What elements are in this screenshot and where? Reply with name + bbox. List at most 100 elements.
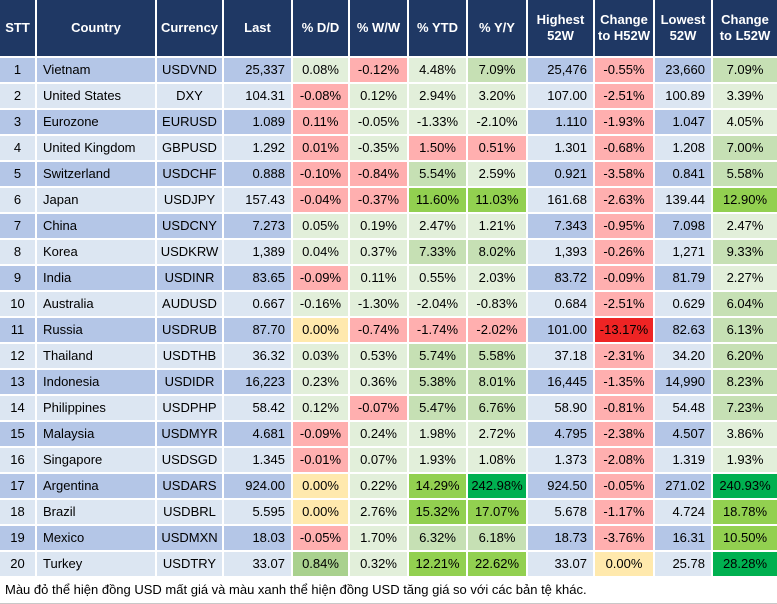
cell-yy: 8.01% bbox=[468, 370, 526, 394]
cell-last: 157.43 bbox=[224, 188, 291, 212]
cell-ww: 1.70% bbox=[350, 526, 407, 550]
cell-ytd: 6.32% bbox=[409, 526, 466, 550]
cell-chg_l: 1.93% bbox=[713, 448, 777, 472]
cell-ytd: 5.54% bbox=[409, 162, 466, 186]
cell-chg_h: 0.00% bbox=[595, 552, 653, 576]
fx-table-container: STT Country Currency Last% D/D% W/W% YTD% Y… bbox=[0, 0, 777, 576]
cell-h52: 1.373 bbox=[528, 448, 593, 472]
cell-stt: 5 bbox=[0, 162, 35, 186]
header-chg_h: Change to H52W bbox=[595, 0, 653, 56]
cell-ww: 0.24% bbox=[350, 422, 407, 446]
cell-chg_l: 240.93% bbox=[713, 474, 777, 498]
cell-dd: -0.01% bbox=[293, 448, 348, 472]
cell-h52: 18.73 bbox=[528, 526, 593, 550]
cell-ww: -1.30% bbox=[350, 292, 407, 316]
cell-ytd: 11.60% bbox=[409, 188, 466, 212]
cell-yy: 22.62% bbox=[468, 552, 526, 576]
cell-chg_h: -1.17% bbox=[595, 500, 653, 524]
cell-ytd: 12.21% bbox=[409, 552, 466, 576]
cell-chg_l: 8.23% bbox=[713, 370, 777, 394]
cell-yy: 3.20% bbox=[468, 84, 526, 108]
cell-ww: 0.53% bbox=[350, 344, 407, 368]
cell-ww: 0.32% bbox=[350, 552, 407, 576]
table-row: 15 Malaysia USDMYR 4.681 -0.09% 0.24% 1.98% 2.7… bbox=[0, 422, 777, 446]
cell-ytd: 5.47% bbox=[409, 396, 466, 420]
cell-yy: 8.02% bbox=[468, 240, 526, 264]
table-row: 5 Switzerland USDCHF 0.888 -0.10% -0.84% 5.54%… bbox=[0, 162, 777, 186]
cell-stt: 3 bbox=[0, 110, 35, 134]
table-row: 3 Eurozone EURUSD 1.089 0.11% -0.05% -1.33% -2.… bbox=[0, 110, 777, 134]
cell-chg_h: -0.05% bbox=[595, 474, 653, 498]
cell-yy: 17.07% bbox=[468, 500, 526, 524]
cell-yy: 6.76% bbox=[468, 396, 526, 420]
cell-h52: 5.678 bbox=[528, 500, 593, 524]
cell-h52: 0.921 bbox=[528, 162, 593, 186]
cell-last: 7.273 bbox=[224, 214, 291, 238]
cell-stt: 8 bbox=[0, 240, 35, 264]
cell-l52: 81.79 bbox=[655, 266, 711, 290]
cell-currency: USDARS bbox=[157, 474, 222, 498]
cell-currency: USDTRY bbox=[157, 552, 222, 576]
table-row: 6 Japan USDJPY 157.43 -0.04% -0.37% 11.60% 11.0… bbox=[0, 188, 777, 212]
cell-dd: 0.05% bbox=[293, 214, 348, 238]
cell-dd: 0.08% bbox=[293, 58, 348, 82]
table-row: 2 United States DXY 104.31 -0.08% 0.12% 2.94% 3… bbox=[0, 84, 777, 108]
cell-country: Australia bbox=[37, 292, 155, 316]
cell-chg_h: -2.38% bbox=[595, 422, 653, 446]
cell-ww: 0.22% bbox=[350, 474, 407, 498]
cell-ww: 0.36% bbox=[350, 370, 407, 394]
cell-h52: 0.684 bbox=[528, 292, 593, 316]
cell-chg_l: 2.27% bbox=[713, 266, 777, 290]
cell-ww: -0.37% bbox=[350, 188, 407, 212]
cell-yy: 2.72% bbox=[468, 422, 526, 446]
table-row: 10 Australia AUDUSD 0.667 -0.16% -1.30% -2.04%… bbox=[0, 292, 777, 316]
cell-ytd: 2.94% bbox=[409, 84, 466, 108]
header-stt: STT bbox=[0, 0, 35, 56]
header-dd: % D/D bbox=[293, 0, 348, 56]
cell-h52: 924.50 bbox=[528, 474, 593, 498]
cell-ww: 0.19% bbox=[350, 214, 407, 238]
cell-chg_h: -13.17% bbox=[595, 318, 653, 342]
cell-last: 0.888 bbox=[224, 162, 291, 186]
cell-l52: 1.208 bbox=[655, 136, 711, 160]
cell-country: Thailand bbox=[37, 344, 155, 368]
cell-last: 83.65 bbox=[224, 266, 291, 290]
table-row: 20 Turkey USDTRY 33.07 0.84% 0.32% 12.21% 22.62… bbox=[0, 552, 777, 576]
cell-last: 36.32 bbox=[224, 344, 291, 368]
cell-currency: USDCNY bbox=[157, 214, 222, 238]
cell-country: Indonesia bbox=[37, 370, 155, 394]
cell-yy: 7.09% bbox=[468, 58, 526, 82]
cell-ww: 0.12% bbox=[350, 84, 407, 108]
header-l52: Lowest 52W bbox=[655, 0, 711, 56]
table-row: 1 Vietnam USDVND 25,337 0.08% -0.12% 4.48% 7.09… bbox=[0, 58, 777, 82]
cell-l52: 54.48 bbox=[655, 396, 711, 420]
cell-chg_h: -0.68% bbox=[595, 136, 653, 160]
header-country: Country bbox=[37, 0, 155, 56]
cell-currency: USDCHF bbox=[157, 162, 222, 186]
cell-ww: -0.05% bbox=[350, 110, 407, 134]
cell-country: Eurozone bbox=[37, 110, 155, 134]
cell-yy: 1.21% bbox=[468, 214, 526, 238]
footnote: Màu đỏ thể hiện đồng USD mất giá và màu … bbox=[0, 576, 777, 604]
cell-chg_l: 2.47% bbox=[713, 214, 777, 238]
cell-last: 5.595 bbox=[224, 500, 291, 524]
cell-h52: 1,393 bbox=[528, 240, 593, 264]
cell-chg_l: 18.78% bbox=[713, 500, 777, 524]
cell-chg_l: 28.28% bbox=[713, 552, 777, 576]
cell-stt: 19 bbox=[0, 526, 35, 550]
table-row: 19 Mexico USDMXN 18.03 -0.05% 1.70% 6.32% 6.18%… bbox=[0, 526, 777, 550]
cell-country: United States bbox=[37, 84, 155, 108]
cell-last: 33.07 bbox=[224, 552, 291, 576]
cell-ytd: 5.74% bbox=[409, 344, 466, 368]
cell-country: Switzerland bbox=[37, 162, 155, 186]
cell-stt: 16 bbox=[0, 448, 35, 472]
cell-stt: 12 bbox=[0, 344, 35, 368]
cell-chg_l: 5.58% bbox=[713, 162, 777, 186]
cell-stt: 4 bbox=[0, 136, 35, 160]
cell-dd: 0.11% bbox=[293, 110, 348, 134]
cell-ww: -0.74% bbox=[350, 318, 407, 342]
cell-last: 0.667 bbox=[224, 292, 291, 316]
cell-ww: 2.76% bbox=[350, 500, 407, 524]
cell-h52: 37.18 bbox=[528, 344, 593, 368]
cell-dd: 0.00% bbox=[293, 318, 348, 342]
